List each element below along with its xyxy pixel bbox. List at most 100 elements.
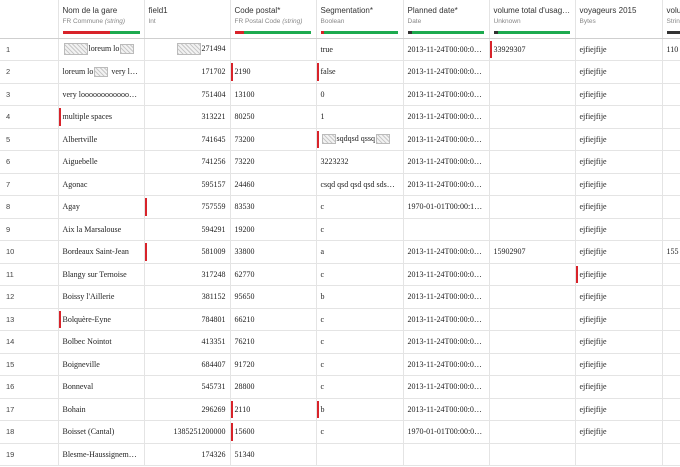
table-cell[interactable]: Albertville bbox=[58, 128, 145, 151]
table-cell[interactable]: Agay bbox=[58, 195, 145, 219]
table-cell[interactable]: 51340 bbox=[230, 443, 317, 466]
table-cell[interactable]: 317248 bbox=[144, 263, 231, 286]
table-cell[interactable] bbox=[662, 105, 680, 129]
table-cell[interactable]: 155 bbox=[662, 240, 680, 264]
table-cell[interactable] bbox=[662, 128, 680, 151]
table-cell[interactable]: 15902907 bbox=[489, 240, 576, 264]
table-cell[interactable]: 171702 bbox=[144, 60, 231, 84]
table-cell[interactable] bbox=[489, 263, 576, 286]
table-cell[interactable]: 741645 bbox=[144, 128, 231, 151]
table-cell[interactable]: 2013-11-24T00:00:0… bbox=[403, 60, 490, 84]
table-cell[interactable] bbox=[575, 443, 663, 466]
table-cell[interactable]: Aiguebelle bbox=[58, 150, 145, 174]
table-row[interactable]: 13 Bolquère-Eyne 784801 66210 c 2013-11-24T00… bbox=[0, 308, 680, 331]
table-cell[interactable]: 751404 bbox=[144, 83, 231, 106]
table-row[interactable]: 10 Bordeaux Saint-Jean 581009 33800 a 2013-11… bbox=[0, 240, 680, 264]
table-cell[interactable]: csqd qsd qsd qsd sds… bbox=[316, 173, 404, 196]
table-cell[interactable] bbox=[489, 128, 576, 151]
table-cell[interactable]: 110 bbox=[662, 38, 680, 61]
table-cell[interactable] bbox=[662, 285, 680, 309]
table-cell[interactable]: Aix la Marsalouse bbox=[58, 218, 145, 241]
table-cell[interactable]: 15600 bbox=[230, 420, 317, 444]
table-cell[interactable]: 381152 bbox=[144, 285, 231, 309]
table-cell[interactable] bbox=[662, 83, 680, 106]
table-cell[interactable] bbox=[489, 443, 576, 466]
table-cell[interactable]: c bbox=[316, 330, 404, 354]
table-cell[interactable] bbox=[662, 150, 680, 174]
table-cell[interactable]: 24460 bbox=[230, 173, 317, 196]
table-cell[interactable] bbox=[662, 330, 680, 354]
table-cell[interactable]: c bbox=[316, 263, 404, 286]
column-header[interactable]: voyageurs 2015 Bytes bbox=[575, 0, 663, 39]
table-row[interactable]: 8 Agay 757559 83530 c 1970-01-01T00:00:1… ejfi… bbox=[0, 195, 680, 219]
table-cell[interactable]: 80250 bbox=[230, 105, 317, 129]
column-header[interactable]: volu Strin bbox=[662, 0, 680, 39]
table-cell[interactable]: ejfiejfije bbox=[575, 398, 663, 421]
table-cell[interactable]: 1385251200000 bbox=[144, 420, 231, 444]
table-cell[interactable]: ejfiejfije bbox=[575, 173, 663, 196]
table-cell[interactable]: 2013-11-24T00:00:0… bbox=[403, 398, 490, 421]
table-cell[interactable]: Boissy l'Aillerie bbox=[58, 285, 145, 309]
table-cell[interactable]: c bbox=[316, 195, 404, 219]
table-cell[interactable]: 3223232 bbox=[316, 150, 404, 174]
table-cell[interactable] bbox=[662, 60, 680, 84]
table-cell[interactable]: ejfiejfije bbox=[575, 263, 663, 286]
table-cell[interactable]: Bohain bbox=[58, 398, 145, 421]
table-cell[interactable] bbox=[230, 38, 317, 61]
table-cell[interactable]: 2013-11-24T00:00:0… bbox=[403, 240, 490, 264]
table-cell[interactable] bbox=[489, 308, 576, 331]
table-cell[interactable]: 83530 bbox=[230, 195, 317, 219]
column-header[interactable]: volume total d'usag… Unknown bbox=[489, 0, 576, 39]
table-cell[interactable]: ejfiejfije bbox=[575, 83, 663, 106]
table-cell[interactable]: 2013-11-24T00:00:0… bbox=[403, 285, 490, 309]
table-cell[interactable]: Boigneville bbox=[58, 353, 145, 376]
table-cell[interactable] bbox=[662, 353, 680, 376]
table-row[interactable]: 4 multiple spaces 313221 80250 1 2013-11-24T0… bbox=[0, 105, 680, 129]
table-cell[interactable]: 2013-11-24T00:00:0… bbox=[403, 38, 490, 61]
table-cell[interactable]: 73220 bbox=[230, 150, 317, 174]
table-cell[interactable]: 2190 bbox=[230, 60, 317, 84]
table-cell[interactable] bbox=[662, 195, 680, 219]
column-header[interactable]: Segmentation* Boolean bbox=[316, 0, 404, 39]
table-row[interactable]: 14 Bolbec Nointot 413351 76210 c 2013-11-24T0… bbox=[0, 330, 680, 354]
table-cell[interactable]: 33800 bbox=[230, 240, 317, 264]
table-cell[interactable]: 1970-01-01T00:00:1… bbox=[403, 195, 490, 219]
table-cell[interactable]: Bordeaux Saint-Jean bbox=[58, 240, 145, 264]
table-cell[interactable] bbox=[662, 375, 680, 399]
table-cell[interactable]: ejfiejfije bbox=[575, 105, 663, 129]
table-cell[interactable]: 76210 bbox=[230, 330, 317, 354]
table-cell[interactable] bbox=[662, 263, 680, 286]
table-cell[interactable]: very looooooooooooo… bbox=[58, 83, 145, 106]
table-cell[interactable]: 2013-11-24T00:00:0… bbox=[403, 308, 490, 331]
table-cell[interactable]: 2013-11-24T00:00:0… bbox=[403, 375, 490, 399]
table-cell[interactable]: c bbox=[316, 420, 404, 444]
table-cell[interactable]: multiple spaces bbox=[58, 105, 145, 129]
table-cell[interactable]: ejfiejfije bbox=[575, 195, 663, 219]
table-cell[interactable]: 784801 bbox=[144, 308, 231, 331]
table-row[interactable]: 17 Bohain 296269 2110 b 2013-11-24T00:00:0… ej… bbox=[0, 398, 680, 421]
column-header[interactable]: field1 Int bbox=[144, 0, 231, 39]
table-cell[interactable]: 73200 bbox=[230, 128, 317, 151]
table-cell[interactable] bbox=[489, 398, 576, 421]
table-cell[interactable] bbox=[489, 330, 576, 354]
table-cell[interactable]: ejfiejfije bbox=[575, 38, 663, 61]
table-cell[interactable]: 33929307 bbox=[489, 38, 576, 61]
column-header[interactable]: Planned date* Date bbox=[403, 0, 490, 39]
table-cell[interactable] bbox=[662, 398, 680, 421]
table-cell[interactable] bbox=[489, 218, 576, 241]
table-cell[interactable] bbox=[662, 218, 680, 241]
table-cell[interactable]: Boisset (Cantal) bbox=[58, 420, 145, 444]
table-cell[interactable] bbox=[489, 420, 576, 444]
table-cell[interactable]: ejfiejfije bbox=[575, 285, 663, 309]
table-cell[interactable]: ejfiejfije bbox=[575, 240, 663, 264]
table-row[interactable]: 1 loreum lo 271494 true 2013-11-24T00:00:0… 3… bbox=[0, 38, 680, 61]
table-row[interactable]: 12 Boissy l'Aillerie 381152 95650 b 2013-11-2… bbox=[0, 285, 680, 309]
table-cell[interactable]: 1 bbox=[316, 105, 404, 129]
table-cell[interactable]: 28800 bbox=[230, 375, 317, 399]
table-cell[interactable]: 581009 bbox=[144, 240, 231, 264]
table-row[interactable]: 18 Boisset (Cantal) 1385251200000 15600 c 197… bbox=[0, 420, 680, 444]
table-cell[interactable]: 684407 bbox=[144, 353, 231, 376]
column-header[interactable]: Code postal* FR Postal Code (string) bbox=[230, 0, 317, 39]
table-cell[interactable]: 66210 bbox=[230, 308, 317, 331]
table-row[interactable]: 7 Agonac 595157 24460 csqd qsd qsd qsd sds… 2… bbox=[0, 173, 680, 196]
